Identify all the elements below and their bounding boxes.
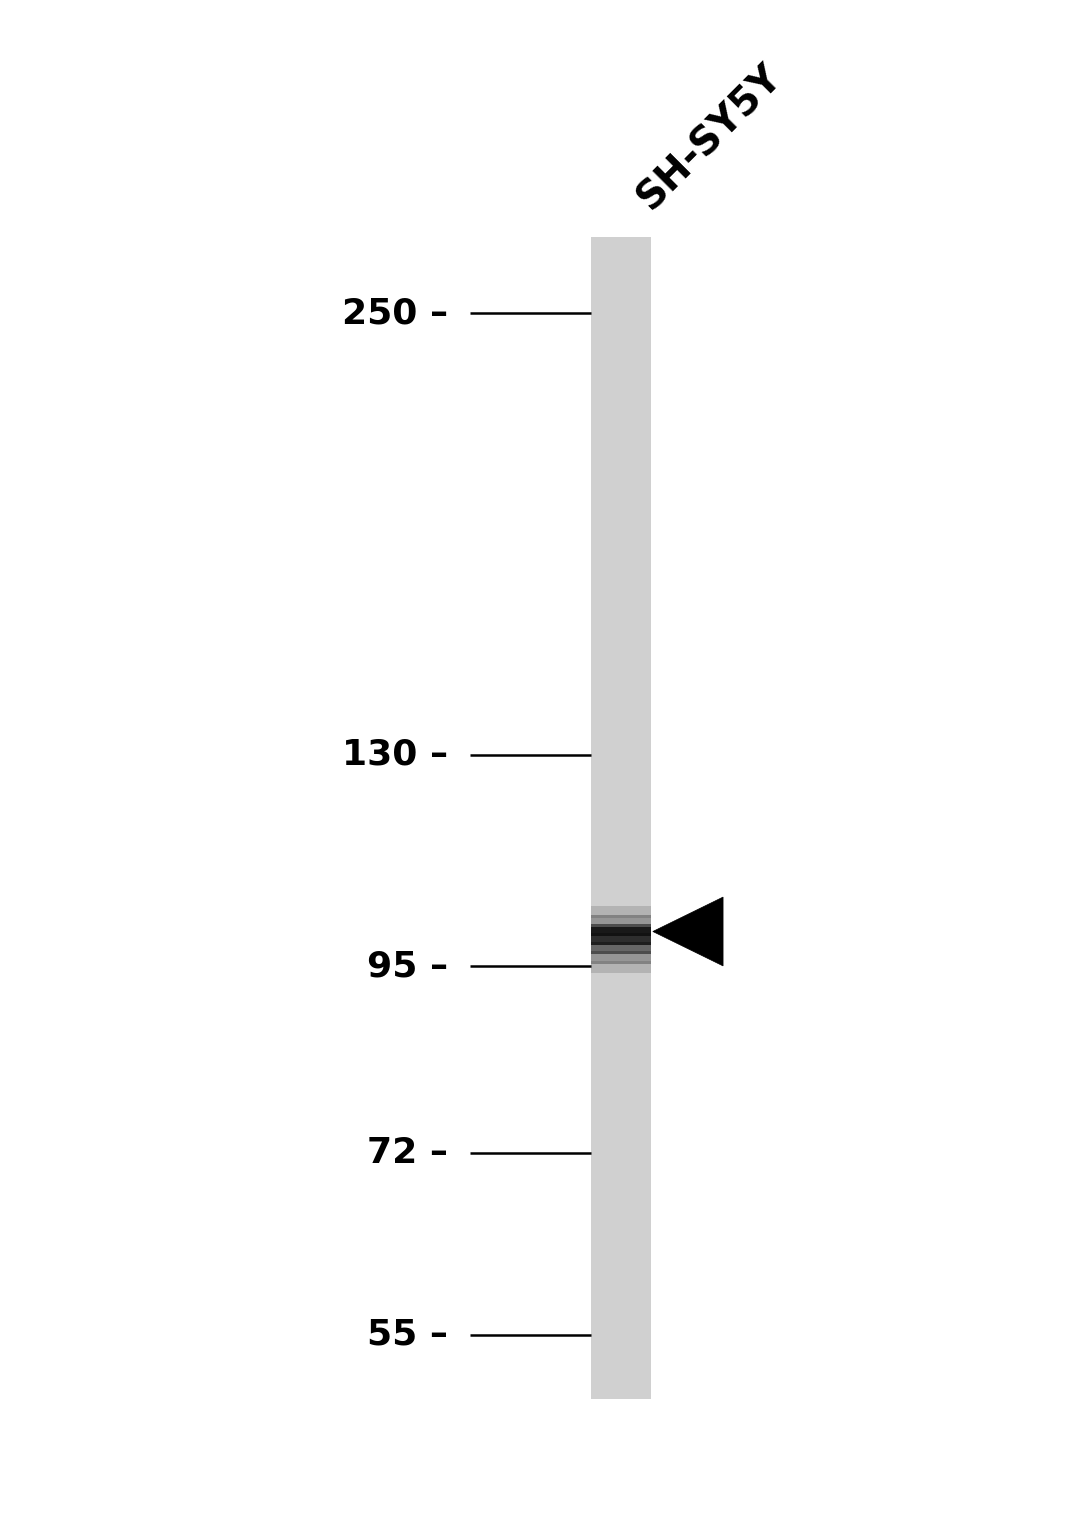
Bar xyxy=(592,927,650,936)
Bar xyxy=(592,905,650,917)
Text: SH-SY5Y: SH-SY5Y xyxy=(630,58,789,217)
Text: 95 –: 95 – xyxy=(367,950,448,983)
Text: 55 –: 55 – xyxy=(367,1318,448,1352)
Text: 250 –: 250 – xyxy=(342,297,448,330)
Bar xyxy=(592,942,650,954)
Bar xyxy=(592,951,650,963)
Bar xyxy=(592,237,650,1399)
Text: 130 –: 130 – xyxy=(342,737,448,772)
Text: 72 –: 72 – xyxy=(367,1136,448,1170)
Bar xyxy=(592,914,650,927)
Bar xyxy=(592,960,650,972)
Polygon shape xyxy=(652,898,724,966)
Bar xyxy=(592,924,650,936)
Bar xyxy=(592,933,650,945)
